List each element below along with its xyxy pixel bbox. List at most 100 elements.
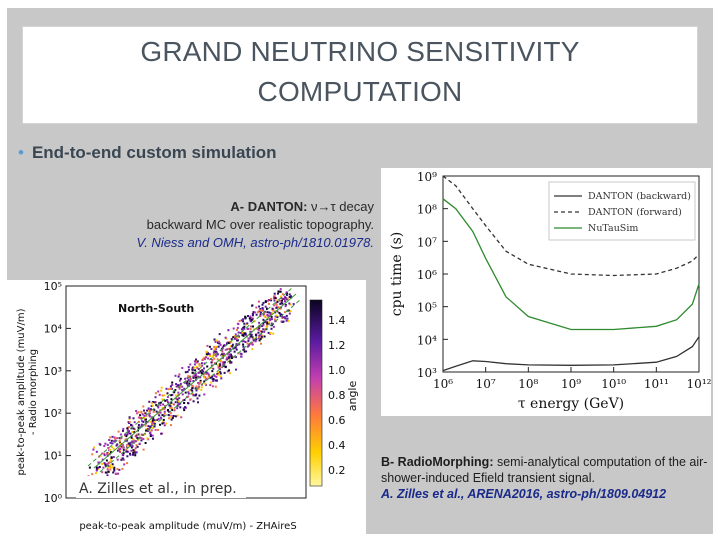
scatter-point	[115, 472, 117, 475]
scatter-point	[188, 382, 191, 385]
rm-y-tick-label: 10²	[44, 407, 62, 420]
scatter-point	[127, 450, 130, 453]
scatter-point	[207, 357, 210, 360]
scatter-point	[236, 326, 239, 329]
scatter-point	[131, 424, 134, 427]
scatter-point	[199, 381, 202, 384]
scatter-point	[290, 295, 292, 298]
scatter-point	[138, 426, 141, 429]
scatter-point	[181, 385, 184, 388]
scatter-point	[153, 419, 156, 422]
scatter-point	[137, 433, 140, 436]
scatter-point	[280, 296, 283, 299]
scatter-point	[153, 420, 156, 423]
scatter-point	[183, 402, 186, 404]
scatter-point	[268, 302, 270, 305]
danton-x-tick-label: 10¹⁰	[601, 377, 626, 391]
scatter-point	[203, 362, 206, 365]
scatter-point	[119, 448, 122, 450]
scatter-point	[103, 454, 106, 457]
scatter-point	[143, 414, 146, 417]
scatter-point	[220, 359, 223, 362]
scatter-point	[155, 410, 158, 413]
scatter-point	[230, 341, 233, 344]
danton-x-axis-label: τ energy (GeV)	[518, 396, 624, 412]
scatter-point	[243, 322, 246, 325]
scatter-point	[145, 428, 148, 431]
scatter-point	[140, 437, 143, 439]
scatter-point	[135, 435, 138, 438]
scatter-point	[189, 363, 192, 366]
scatter-point	[262, 308, 265, 311]
scatter-point	[216, 341, 219, 344]
caption-danton-line2: backward MC over realistic topography.	[146, 217, 374, 232]
scatter-point	[242, 326, 245, 329]
scatter-point	[260, 342, 262, 345]
scatter-point	[197, 387, 200, 390]
scatter-point	[209, 355, 211, 358]
scatter-point	[209, 384, 212, 387]
scatter-point	[193, 366, 196, 369]
scatter-point	[221, 353, 224, 356]
scatter-point	[192, 375, 195, 378]
scatter-point	[284, 317, 287, 320]
scatter-point	[274, 297, 277, 300]
scatter-point	[195, 358, 197, 361]
scatter-point	[250, 318, 253, 321]
scatter-point	[275, 303, 278, 306]
scatter-point	[238, 343, 241, 346]
scatter-point	[203, 367, 205, 370]
scatter-point	[252, 328, 255, 331]
scatter-point	[263, 330, 266, 333]
scatter-point	[162, 420, 165, 423]
rm-y-tick-label: 10³	[44, 365, 62, 378]
scatter-point	[194, 387, 197, 390]
scatter-point	[259, 337, 262, 340]
scatter-point	[148, 415, 151, 418]
scatter-point	[199, 376, 202, 379]
scatter-point	[265, 325, 268, 328]
scatter-point	[281, 299, 284, 302]
scatter-point	[135, 444, 138, 447]
scatter-point	[136, 436, 139, 439]
scatter-point	[212, 378, 215, 380]
scatter-point	[161, 414, 164, 417]
scatter-point	[159, 409, 162, 412]
scatter-point	[111, 435, 114, 438]
scatter-point	[263, 328, 266, 331]
scatter-point	[105, 459, 108, 462]
scatter-point	[106, 474, 109, 477]
radiomorphing-plot: 10⁰ 10¹ 10² 10³ 10⁴ 10⁵ North-South A. Zilles…	[16, 280, 359, 532]
scatter-point	[165, 387, 168, 390]
scatter-point	[258, 309, 261, 312]
scatter-point	[218, 340, 220, 343]
scatter-point	[235, 337, 238, 340]
scatter-point	[161, 422, 164, 425]
scatter-point	[138, 442, 141, 445]
scatter-point	[142, 448, 145, 451]
scatter-point	[272, 325, 275, 328]
scatter-point	[113, 440, 115, 443]
scatter-point	[191, 371, 194, 374]
scatter-point	[187, 392, 190, 395]
scatter-point	[243, 327, 246, 330]
scatter-point	[267, 331, 270, 334]
scatter-point	[192, 376, 195, 379]
scatter-point	[261, 307, 264, 310]
scatter-point	[187, 379, 190, 382]
scatter-point	[176, 414, 179, 417]
scatter-point	[132, 449, 135, 452]
scatter-point	[279, 313, 282, 316]
scatter-point	[268, 321, 270, 324]
scatter-point	[176, 407, 179, 410]
scatter-point	[264, 305, 267, 308]
scatter-point	[142, 405, 145, 408]
scatter-point	[239, 331, 242, 334]
scatter-point	[143, 409, 145, 412]
scatter-point	[217, 345, 220, 348]
scatter-point	[169, 401, 172, 404]
scatter-point	[209, 376, 212, 379]
scatter-point	[133, 421, 136, 424]
scatter-point	[159, 411, 162, 414]
scatter-point	[219, 372, 222, 375]
